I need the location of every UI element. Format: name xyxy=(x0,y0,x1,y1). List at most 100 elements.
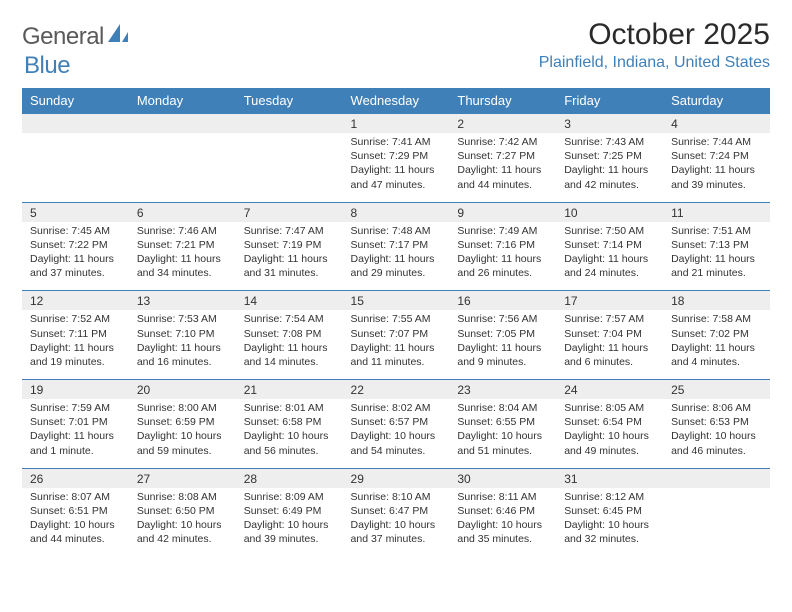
day-number-cell: 2 xyxy=(449,114,556,134)
month-title: October 2025 xyxy=(539,18,770,52)
day-number-cell: 13 xyxy=(129,291,236,311)
week-detail-row: Sunrise: 7:59 AMSunset: 7:01 PMDaylight:… xyxy=(22,399,770,468)
day-number-cell: 20 xyxy=(129,380,236,400)
day-number-cell: 29 xyxy=(343,468,450,488)
sunset-line: Sunset: 7:27 PM xyxy=(457,149,548,163)
daylight-line: Daylight: 11 hours and 19 minutes. xyxy=(30,341,121,369)
daylight-line: Daylight: 10 hours and 59 minutes. xyxy=(137,429,228,457)
sunrise-line: Sunrise: 7:48 AM xyxy=(351,224,442,238)
brand-logo: General xyxy=(22,18,134,51)
day-number-cell: 16 xyxy=(449,291,556,311)
sunrise-line: Sunrise: 7:56 AM xyxy=(457,312,548,326)
sunset-line: Sunset: 6:53 PM xyxy=(671,415,762,429)
sunset-line: Sunset: 7:17 PM xyxy=(351,238,442,252)
day-number-cell: 22 xyxy=(343,380,450,400)
day-detail-cell: Sunrise: 7:50 AMSunset: 7:14 PMDaylight:… xyxy=(556,222,663,291)
sunset-line: Sunset: 7:21 PM xyxy=(137,238,228,252)
day-detail-cell: Sunrise: 7:59 AMSunset: 7:01 PMDaylight:… xyxy=(22,399,129,468)
day-detail-cell: Sunrise: 8:11 AMSunset: 6:46 PMDaylight:… xyxy=(449,488,556,557)
day-number-cell: 18 xyxy=(663,291,770,311)
sunrise-line: Sunrise: 8:06 AM xyxy=(671,401,762,415)
day-detail-cell: Sunrise: 8:04 AMSunset: 6:55 PMDaylight:… xyxy=(449,399,556,468)
sunset-line: Sunset: 7:01 PM xyxy=(30,415,121,429)
daylight-line: Daylight: 11 hours and 4 minutes. xyxy=(671,341,762,369)
sunrise-line: Sunrise: 7:49 AM xyxy=(457,224,548,238)
day-number-cell xyxy=(236,114,343,134)
sunset-line: Sunset: 7:13 PM xyxy=(671,238,762,252)
sunset-line: Sunset: 6:51 PM xyxy=(30,504,121,518)
day-number-cell xyxy=(663,468,770,488)
brand-word-1: General xyxy=(22,23,104,51)
day-number-cell: 6 xyxy=(129,202,236,222)
day-detail-cell: Sunrise: 7:56 AMSunset: 7:05 PMDaylight:… xyxy=(449,310,556,379)
daylight-line: Daylight: 10 hours and 37 minutes. xyxy=(351,518,442,546)
sunset-line: Sunset: 6:54 PM xyxy=(564,415,655,429)
week-detail-row: Sunrise: 8:07 AMSunset: 6:51 PMDaylight:… xyxy=(22,488,770,557)
day-header: Saturday xyxy=(663,88,770,114)
daylight-line: Daylight: 10 hours and 39 minutes. xyxy=(244,518,335,546)
sunrise-line: Sunrise: 8:11 AM xyxy=(457,490,548,504)
daylight-line: Daylight: 10 hours and 51 minutes. xyxy=(457,429,548,457)
sunrise-line: Sunrise: 8:01 AM xyxy=(244,401,335,415)
sunset-line: Sunset: 7:04 PM xyxy=(564,327,655,341)
daylight-line: Daylight: 11 hours and 26 minutes. xyxy=(457,252,548,280)
day-number-cell: 24 xyxy=(556,380,663,400)
sunrise-line: Sunrise: 7:41 AM xyxy=(351,135,442,149)
day-detail-cell: Sunrise: 8:09 AMSunset: 6:49 PMDaylight:… xyxy=(236,488,343,557)
sunrise-line: Sunrise: 8:12 AM xyxy=(564,490,655,504)
day-detail-cell: Sunrise: 8:12 AMSunset: 6:45 PMDaylight:… xyxy=(556,488,663,557)
daylight-line: Daylight: 11 hours and 37 minutes. xyxy=(30,252,121,280)
sunrise-line: Sunrise: 7:47 AM xyxy=(244,224,335,238)
week-detail-row: Sunrise: 7:45 AMSunset: 7:22 PMDaylight:… xyxy=(22,222,770,291)
day-header: Tuesday xyxy=(236,88,343,114)
daylight-line: Daylight: 11 hours and 47 minutes. xyxy=(351,163,442,191)
daylight-line: Daylight: 11 hours and 9 minutes. xyxy=(457,341,548,369)
sunset-line: Sunset: 7:25 PM xyxy=(564,149,655,163)
day-detail-cell: Sunrise: 7:47 AMSunset: 7:19 PMDaylight:… xyxy=(236,222,343,291)
daylight-line: Daylight: 11 hours and 39 minutes. xyxy=(671,163,762,191)
sunset-line: Sunset: 6:57 PM xyxy=(351,415,442,429)
sunrise-line: Sunrise: 8:05 AM xyxy=(564,401,655,415)
sunset-line: Sunset: 7:16 PM xyxy=(457,238,548,252)
daylight-line: Daylight: 10 hours and 46 minutes. xyxy=(671,429,762,457)
sunrise-line: Sunrise: 7:51 AM xyxy=(671,224,762,238)
day-detail-cell: Sunrise: 7:49 AMSunset: 7:16 PMDaylight:… xyxy=(449,222,556,291)
day-number-cell: 17 xyxy=(556,291,663,311)
day-number-cell xyxy=(129,114,236,134)
sunrise-line: Sunrise: 7:53 AM xyxy=(137,312,228,326)
sunrise-line: Sunrise: 7:52 AM xyxy=(30,312,121,326)
sunset-line: Sunset: 6:49 PM xyxy=(244,504,335,518)
daylight-line: Daylight: 10 hours and 54 minutes. xyxy=(351,429,442,457)
sunrise-line: Sunrise: 7:55 AM xyxy=(351,312,442,326)
daylight-line: Daylight: 11 hours and 44 minutes. xyxy=(457,163,548,191)
sunrise-line: Sunrise: 7:46 AM xyxy=(137,224,228,238)
daylight-line: Daylight: 11 hours and 1 minute. xyxy=(30,429,121,457)
day-number-cell: 8 xyxy=(343,202,450,222)
day-detail-cell: Sunrise: 8:01 AMSunset: 6:58 PMDaylight:… xyxy=(236,399,343,468)
sunset-line: Sunset: 6:50 PM xyxy=(137,504,228,518)
day-detail-cell: Sunrise: 8:10 AMSunset: 6:47 PMDaylight:… xyxy=(343,488,450,557)
sunrise-line: Sunrise: 7:54 AM xyxy=(244,312,335,326)
day-number-cell: 27 xyxy=(129,468,236,488)
week-daynum-row: 567891011 xyxy=(22,202,770,222)
sunset-line: Sunset: 7:11 PM xyxy=(30,327,121,341)
day-number-cell: 5 xyxy=(22,202,129,222)
sunset-line: Sunset: 7:22 PM xyxy=(30,238,121,252)
brand-word-2: Blue xyxy=(24,52,70,79)
day-number-cell: 11 xyxy=(663,202,770,222)
daylight-line: Daylight: 11 hours and 42 minutes. xyxy=(564,163,655,191)
sunrise-line: Sunrise: 8:08 AM xyxy=(137,490,228,504)
daylight-line: Daylight: 11 hours and 16 minutes. xyxy=(137,341,228,369)
day-detail-cell: Sunrise: 7:54 AMSunset: 7:08 PMDaylight:… xyxy=(236,310,343,379)
sunrise-line: Sunrise: 7:57 AM xyxy=(564,312,655,326)
week-daynum-row: 19202122232425 xyxy=(22,380,770,400)
sunset-line: Sunset: 7:29 PM xyxy=(351,149,442,163)
day-detail-cell: Sunrise: 7:53 AMSunset: 7:10 PMDaylight:… xyxy=(129,310,236,379)
sunset-line: Sunset: 7:07 PM xyxy=(351,327,442,341)
day-detail-cell: Sunrise: 8:02 AMSunset: 6:57 PMDaylight:… xyxy=(343,399,450,468)
week-daynum-row: 12131415161718 xyxy=(22,291,770,311)
daylight-line: Daylight: 11 hours and 34 minutes. xyxy=(137,252,228,280)
day-header-row: Sunday Monday Tuesday Wednesday Thursday… xyxy=(22,88,770,114)
day-number-cell: 7 xyxy=(236,202,343,222)
sunset-line: Sunset: 6:58 PM xyxy=(244,415,335,429)
